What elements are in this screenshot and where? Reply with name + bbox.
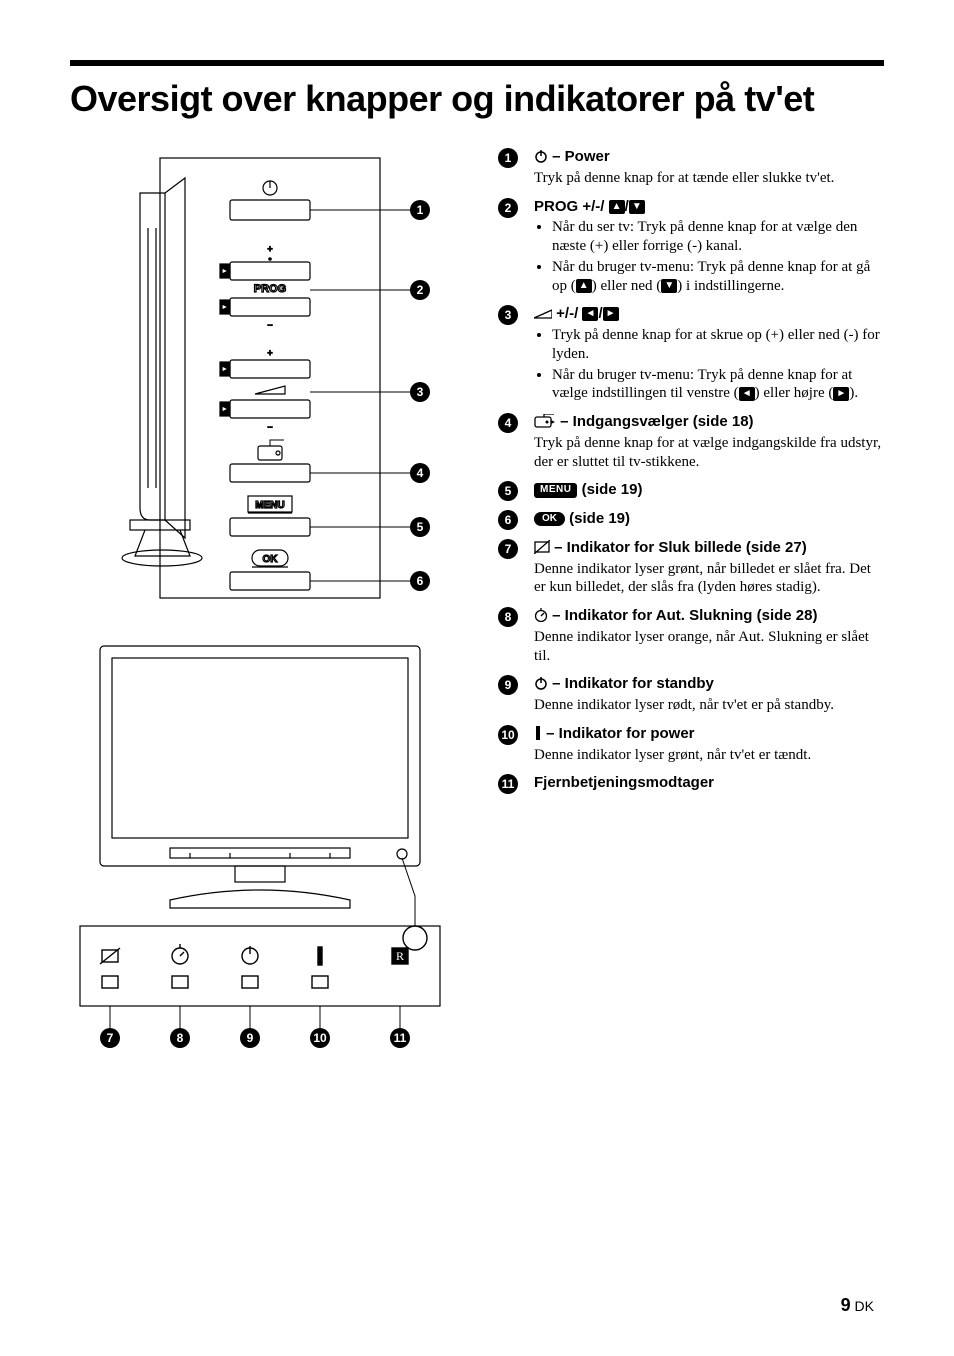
callout-4: 4 bbox=[498, 413, 518, 433]
callout-3: 3 bbox=[498, 305, 518, 325]
svg-text:4: 4 bbox=[417, 466, 424, 480]
arrow-down-icon: ▼ bbox=[661, 279, 677, 293]
item-9-head: – Indikator for standby bbox=[548, 675, 714, 692]
page-title: Oversigt over knapper og indikatorer på … bbox=[70, 78, 884, 120]
arrow-down-icon: ▼ bbox=[629, 200, 645, 214]
arrow-left-icon: ◄ bbox=[582, 307, 598, 321]
svg-text:+: + bbox=[267, 244, 272, 254]
item-1: 1 – Power Tryk på denne knap for at tænd… bbox=[498, 148, 884, 188]
svg-text:PROG: PROG bbox=[254, 283, 286, 295]
item-3-bullet-2: Når du bruger tv-menu: Tryk på denne kna… bbox=[552, 366, 884, 404]
power-bar-icon bbox=[534, 726, 542, 740]
svg-text:MENU: MENU bbox=[255, 500, 284, 511]
item-10-desc: Denne indikator lyser grønt, når tv'et e… bbox=[534, 746, 884, 765]
item-11-head: Fjernbetjeningsmodtager bbox=[534, 774, 714, 791]
item-2-bullet-1: Når du ser tv: Tryk på denne knap for at… bbox=[552, 218, 884, 256]
svg-text:9: 9 bbox=[247, 1031, 254, 1045]
item-1-head: – Power bbox=[548, 148, 610, 165]
callout-9: 9 bbox=[498, 675, 518, 695]
callout-7: 7 bbox=[498, 539, 518, 559]
figure-tv-buttons: + PROG − + − bbox=[70, 148, 450, 608]
item-7: 7 – Indikator for Sluk billede (side 27)… bbox=[498, 539, 884, 597]
content-row: + PROG − + − bbox=[70, 148, 884, 1084]
item-2-bullet-2: Når du bruger tv-menu: Tryk på denne kna… bbox=[552, 258, 884, 296]
callout-2: 2 bbox=[498, 198, 518, 218]
item-9-desc: Denne indikator lyser rødt, når tv'et er… bbox=[534, 696, 884, 715]
item-4-head: – Indgangsvælger (side 18) bbox=[556, 413, 754, 430]
figure-tv-front: R 7 8 9 10 11 bbox=[70, 636, 450, 1056]
item-4-desc: Tryk på denne knap for at vælge indgangs… bbox=[534, 434, 884, 472]
input-icon bbox=[534, 414, 556, 428]
item-7-desc: Denne indikator lyser grønt, når billede… bbox=[534, 560, 884, 598]
item-8-head: – Indikator for Aut. Slukning (side 28) bbox=[548, 607, 817, 624]
item-3: 3 +/-/ ◄/► Tryk på denne knap for at skr… bbox=[498, 305, 884, 403]
item-8: 8 – Indikator for Aut. Slukning (side 28… bbox=[498, 607, 884, 665]
descriptions-column: 1 – Power Tryk på denne knap for at tænd… bbox=[498, 148, 884, 1084]
item-10: 10 – Indikator for power Denne indikator… bbox=[498, 725, 884, 765]
item-1-desc: Tryk på denne knap for at tænde eller sl… bbox=[534, 169, 884, 188]
svg-text:5: 5 bbox=[417, 520, 424, 534]
figures-column: + PROG − + − bbox=[70, 148, 470, 1084]
page-lang: DK bbox=[855, 1298, 874, 1314]
svg-text:10: 10 bbox=[313, 1031, 327, 1045]
svg-text:7: 7 bbox=[107, 1031, 114, 1045]
arrow-right-icon: ► bbox=[833, 387, 849, 401]
menu-badge: MENU bbox=[534, 483, 577, 498]
item-3-bullet-1: Tryk på denne knap for at skrue op (+) e… bbox=[552, 326, 884, 364]
item-7-head: – Indikator for Sluk billede (side 27) bbox=[550, 539, 807, 556]
item-8-desc: Denne indikator lyser orange, når Aut. S… bbox=[534, 628, 884, 666]
item-2: 2 PROG +/-/ ▲/▼ Når du ser tv: Tryk på d… bbox=[498, 198, 884, 296]
item-10-head: – Indikator for power bbox=[542, 725, 695, 742]
callout-1: 1 bbox=[498, 148, 518, 168]
item-11: 11 Fjernbetjeningsmodtager bbox=[498, 774, 884, 793]
svg-text:11: 11 bbox=[394, 1031, 407, 1045]
ok-badge: OK bbox=[534, 512, 565, 527]
callout-11: 11 bbox=[498, 774, 518, 794]
callout-10: 10 bbox=[498, 725, 518, 745]
arrow-up-icon: ▲ bbox=[576, 279, 592, 293]
item-3-head-prefix: +/-/ bbox=[552, 305, 582, 322]
item-6-head: (side 19) bbox=[565, 510, 630, 527]
volume-icon bbox=[534, 308, 552, 320]
header-rule bbox=[70, 60, 884, 66]
item-5-head: (side 19) bbox=[577, 481, 642, 498]
item-9: 9 – Indikator for standby Denne indikato… bbox=[498, 675, 884, 715]
standby-icon bbox=[534, 676, 548, 690]
item-6: 6 OK (side 19) bbox=[498, 510, 884, 529]
arrow-right-icon: ► bbox=[603, 307, 619, 321]
svg-text:6: 6 bbox=[417, 574, 424, 588]
svg-text:R: R bbox=[396, 949, 404, 963]
callout-5: 5 bbox=[498, 481, 518, 501]
svg-text:OK: OK bbox=[263, 554, 279, 565]
svg-text:1: 1 bbox=[417, 203, 424, 217]
item-4: 4 – Indgangsvælger (side 18) Tryk på den… bbox=[498, 413, 884, 471]
item-5: 5 MENU (side 19) bbox=[498, 481, 884, 500]
svg-text:−: − bbox=[267, 422, 272, 432]
svg-text:8: 8 bbox=[177, 1031, 184, 1045]
callout-6: 6 bbox=[498, 510, 518, 530]
callout-8: 8 bbox=[498, 607, 518, 627]
svg-text:2: 2 bbox=[417, 283, 424, 297]
arrow-left-icon: ◄ bbox=[739, 387, 755, 401]
power-icon bbox=[534, 149, 548, 163]
page-number: 9 bbox=[841, 1295, 851, 1315]
svg-text:+: + bbox=[267, 348, 272, 358]
picture-off-icon bbox=[534, 540, 550, 554]
svg-text:3: 3 bbox=[417, 385, 424, 399]
arrow-up-icon: ▲ bbox=[609, 200, 625, 214]
page-footer: 9 DK bbox=[841, 1295, 874, 1316]
svg-text:−: − bbox=[267, 320, 272, 330]
item-2-head-prefix: PROG +/-/ bbox=[534, 198, 609, 215]
timer-icon bbox=[534, 608, 548, 622]
